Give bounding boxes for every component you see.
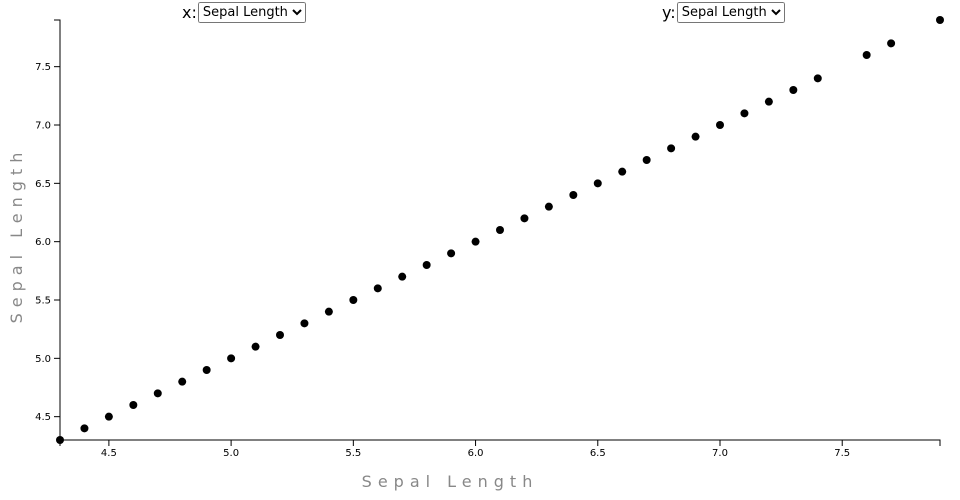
- point: [813, 74, 822, 83]
- point: [789, 86, 798, 94]
- x-axis-title: Sepal Length: [362, 472, 539, 491]
- point: [764, 97, 773, 106]
- y-tick-label: 7.0: [35, 121, 51, 132]
- y-tick-label: 7.5: [35, 62, 51, 73]
- x-select[interactable]: Sepal Length: [197, 2, 306, 23]
- point: [471, 237, 480, 246]
- x-tick-label: 7.5: [834, 448, 850, 459]
- point: [104, 412, 113, 421]
- x-control: x: Sepal Length: [182, 2, 306, 23]
- point: [691, 132, 700, 141]
- point: [642, 156, 651, 164]
- y-tick-label: 5.0: [35, 354, 51, 365]
- point: [422, 261, 431, 269]
- point: [178, 377, 187, 386]
- point: [447, 249, 456, 258]
- x-tick-label: 4.5: [101, 448, 117, 459]
- point: [544, 202, 553, 211]
- x-tick-label: 5.0: [223, 448, 239, 459]
- point: [740, 109, 749, 118]
- y-control: y: Sepal Length: [662, 2, 785, 23]
- point: [496, 226, 504, 234]
- point: [520, 214, 529, 223]
- point: [276, 331, 284, 339]
- point: [593, 179, 602, 188]
- axis-line: [54, 19, 941, 446]
- y-tick-label: 6.0: [35, 237, 51, 248]
- point: [618, 167, 627, 176]
- point: [129, 401, 138, 409]
- y-select[interactable]: Sepal Length: [676, 2, 785, 23]
- x-tick-label: 6.5: [590, 448, 606, 459]
- x-tick-label: 7.0: [712, 448, 728, 459]
- point: [56, 436, 64, 444]
- x-tick-label: 6.0: [468, 448, 484, 459]
- point: [153, 389, 162, 398]
- point: [373, 284, 382, 293]
- point: [80, 424, 89, 433]
- y-tick-label: 5.5: [35, 296, 51, 307]
- point: [349, 296, 358, 304]
- control-label: x:: [182, 3, 197, 22]
- point: [324, 307, 333, 316]
- y-tick-label: 6.5: [35, 179, 51, 190]
- point: [936, 16, 944, 24]
- point: [251, 342, 260, 351]
- x-tick-label: 5.5: [345, 448, 361, 459]
- point: [202, 366, 211, 374]
- y-axis-title: Sepal Length: [7, 147, 26, 324]
- control-label: y:: [662, 3, 676, 22]
- point: [227, 354, 236, 363]
- y-tick-label: 4.5: [35, 412, 51, 423]
- point: [862, 51, 871, 59]
- point: [300, 319, 309, 328]
- point: [569, 191, 578, 199]
- point: [667, 144, 676, 153]
- point: [716, 121, 724, 129]
- point: [398, 272, 407, 281]
- point: [887, 39, 896, 48]
